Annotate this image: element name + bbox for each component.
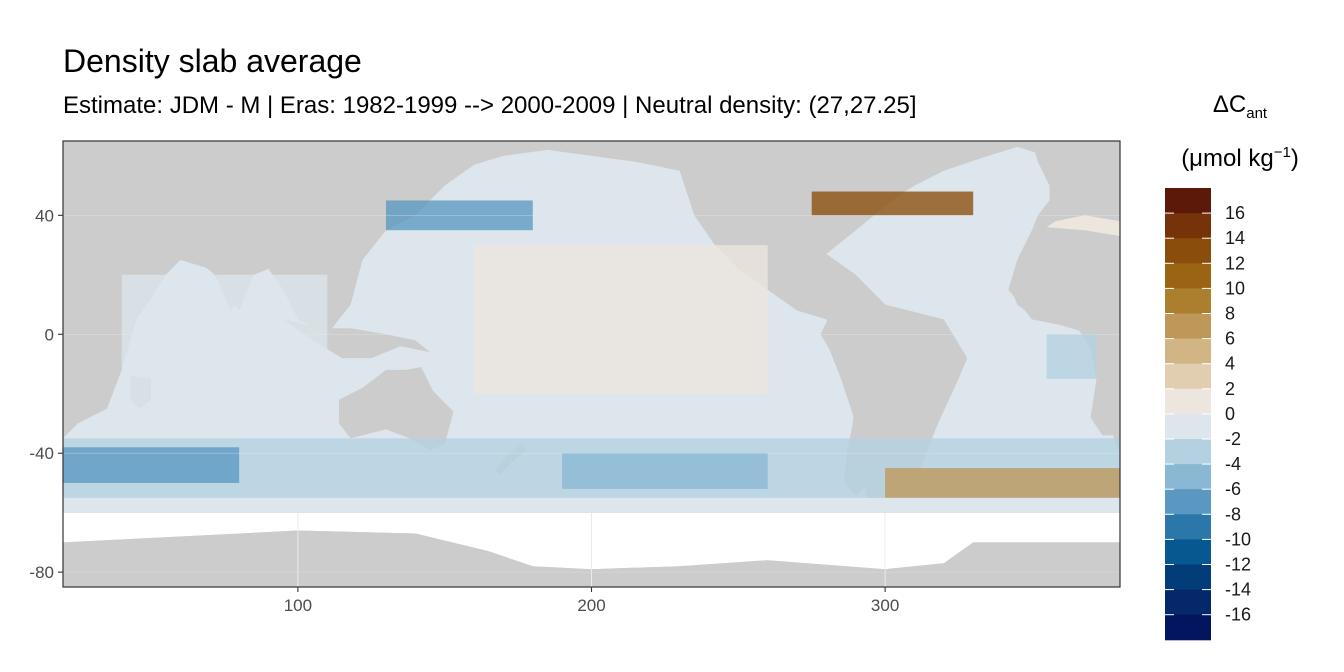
colorbar-label-16: -16 — [1225, 605, 1251, 625]
colorbar-swatch-14 — [1165, 539, 1211, 565]
colorbar-swatch-2 — [1165, 238, 1211, 264]
colorbar-swatch-0 — [1165, 188, 1211, 214]
colorbar-swatch-5 — [1165, 313, 1211, 340]
colorbar-swatch-3 — [1165, 263, 1211, 289]
colorbar-label-6: 4 — [1225, 354, 1235, 374]
colorbar-swatch-4 — [1165, 288, 1211, 314]
colorbar-label-7: 2 — [1225, 379, 1235, 399]
colorbar-swatch-11 — [1165, 464, 1211, 490]
chart-subtitle: Estimate: JDM - M | Eras: 1982-1999 --> … — [63, 92, 917, 119]
legend-title-subscript: ant — [1246, 104, 1268, 122]
colorbar-label-15: -14 — [1225, 580, 1251, 600]
heatmap-region-4 — [811, 191, 974, 216]
legend-unit-close: ) — [1290, 145, 1299, 172]
legend-title-symbol: ΔCant — [1150, 90, 1330, 129]
colorbar-swatch-12 — [1165, 489, 1211, 515]
colorbar-swatch-8 — [1165, 388, 1211, 415]
europe-land — [1031, 141, 1120, 207]
x-tick-label-0: 100 — [284, 596, 312, 615]
colorbar-label-8: 0 — [1225, 404, 1235, 424]
map-panel — [63, 141, 1120, 587]
heatmap-region-8 — [121, 274, 328, 424]
y-tick-label-0: 40 — [35, 206, 54, 225]
chart-title: Density slab average — [63, 43, 362, 79]
colorbar-swatch-6 — [1165, 338, 1211, 365]
colorbar-label-3: 10 — [1225, 278, 1245, 298]
colorbar-label-9: -2 — [1225, 429, 1241, 449]
y-tick-label-3: -80 — [29, 563, 54, 582]
colorbar-label-12: -8 — [1225, 504, 1241, 524]
colorbar-label-2: 12 — [1225, 253, 1245, 273]
colorbar-swatch-17 — [1165, 614, 1211, 641]
legend-unit-open: (μmol kg — [1181, 145, 1274, 172]
colorbar-label-13: -10 — [1225, 529, 1251, 549]
y-tick-label-1: 0 — [45, 325, 54, 344]
colorbar-label-11: -6 — [1225, 479, 1241, 499]
colorbar-swatch-1 — [1165, 213, 1211, 239]
legend-title-delta-c: ΔC — [1212, 91, 1247, 118]
colorbar-swatch-10 — [1165, 439, 1211, 465]
y-tick-label-2: -40 — [29, 444, 54, 463]
mediterranean — [1046, 215, 1120, 237]
australia-land — [339, 367, 454, 451]
asia-land — [63, 141, 519, 329]
heatmap-region-1 — [63, 447, 240, 483]
africa-land — [1011, 239, 1120, 436]
colorbar-swatch-13 — [1165, 514, 1211, 540]
colorbar-swatch-9 — [1165, 413, 1211, 440]
colorbar-label-5: 6 — [1225, 329, 1235, 349]
colorbar-label-0: 16 — [1225, 203, 1245, 223]
colorbar-swatch-16 — [1165, 589, 1211, 616]
x-tick-label-1: 200 — [577, 596, 605, 615]
colorbar: 16 14 12 10 8 6 4 2 0 -2 -4 -6 -8 -10 -12 -14 -16 — [1165, 188, 1251, 641]
antarctica-land — [63, 530, 1120, 587]
colorbar-label-14: -12 — [1225, 555, 1251, 575]
colorbar-label-1: 14 — [1225, 228, 1245, 248]
heatmap-region-6 — [1046, 334, 1097, 379]
legend-unit-sup: −1 — [1273, 144, 1291, 161]
heatmap-region-2 — [562, 453, 768, 489]
legend-title-unit: (μmol kg−1) — [1150, 138, 1330, 174]
colorbar-label-4: 8 — [1225, 304, 1235, 324]
x-tick-label-2: 300 — [871, 596, 899, 615]
heatmap-region-7 — [474, 245, 768, 394]
greenland-land — [885, 141, 988, 159]
colorbar-swatch-7 — [1165, 363, 1211, 390]
colorbar-swatch-15 — [1165, 564, 1211, 591]
heatmap-region-3 — [885, 468, 1120, 498]
colorbar-label-10: -4 — [1225, 454, 1241, 474]
